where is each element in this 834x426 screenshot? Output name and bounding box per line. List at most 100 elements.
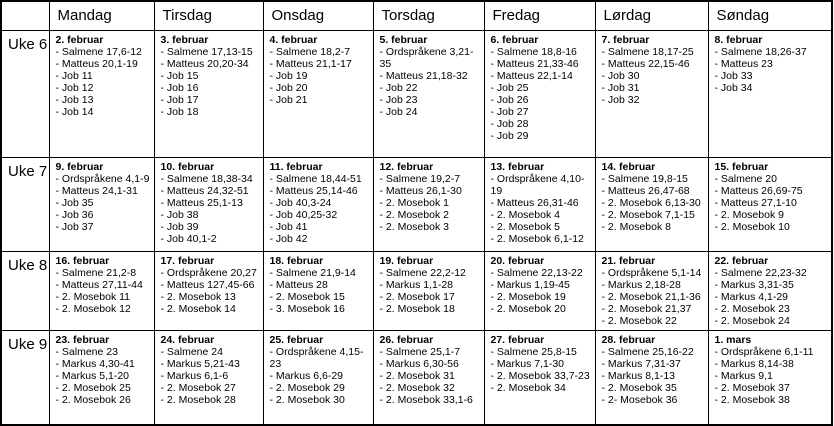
reading-item: - Job 35 — [55, 196, 94, 209]
reading-item: - Matteus 22,15-46 — [601, 57, 690, 70]
reading-item: - Markus 6,1-6 — [160, 369, 229, 382]
day-cell: 21. februar - Ordspråkene 5,1-14- Markus … — [594, 250, 709, 331]
day-cell: 28. februar - Salmene 25,16-22- Markus 7,… — [594, 329, 709, 426]
reading-item: - Ordspråkene 3,21-35 — [379, 45, 474, 70]
reading-item: - 2. Mosebok 21,37 — [601, 302, 692, 315]
day-cell: 6. februar - Salmene 18,8-16- Matteus 21,… — [483, 29, 596, 158]
reading-item: - 2. Mosebok 19 — [490, 290, 566, 303]
reading-item: - Matteus 20,1-19 — [55, 57, 138, 70]
reading-item: - Salmene 21,9-14 — [269, 266, 356, 279]
week-label: Uke 6 — [0, 29, 50, 158]
reading-item: - 2. Mosebok 11 — [55, 290, 131, 303]
reading-item: - Job 41 — [269, 220, 308, 233]
reading-item: - 2. Mosebok 6,13-30 — [601, 196, 701, 209]
reading-item: - Job 42 — [269, 232, 308, 245]
reading-item: - Job 25 — [490, 81, 529, 94]
reading-item: - 2. Mosebok 13 — [160, 290, 236, 303]
reading-item: - 2. Mosebok 20 — [490, 302, 566, 315]
reading-item: - Salmene 22,2-12 — [379, 266, 466, 279]
reading-item: - Salmene 18,2-7 — [269, 45, 351, 58]
day-cell: 19. februar - Salmene 22,2-12- Markus 1,1… — [372, 250, 485, 331]
day-header-lørdag: Lørdag — [594, 0, 709, 31]
day-cell: 26. februar - Salmene 25,1-7- Markus 6,30… — [372, 329, 485, 426]
day-header-onsdag: Onsdag — [262, 0, 374, 31]
reading-item: - Markus 3,31-35 — [714, 278, 794, 291]
reading-item: - Salmene 24 — [160, 345, 223, 358]
date-label: 28. februar — [601, 333, 656, 346]
reading-item: - 2. Mosebok 35 — [601, 381, 677, 394]
reading-item: - 2. Mosebok 7,1-15 — [601, 208, 695, 221]
reading-item: - 2. Mosebok 9 — [714, 208, 784, 221]
reading-item: - Job 40,25-32 — [269, 208, 338, 221]
reading-item: - Job 14 — [55, 105, 94, 118]
reading-item: - 2. Mosebok 33,1-6 — [379, 393, 473, 406]
date-label: 18. februar — [269, 254, 324, 267]
plan-body: Uke 6 2. februar - Salmene 17,6-12- Matteu… — [0, 29, 833, 426]
reading-item: - 2- Mosebok 36 — [601, 393, 678, 406]
reading-item: - Job 40,3-24 — [269, 196, 332, 209]
reading-item: - Ordspråkene 5,1-14 — [601, 266, 702, 279]
day-header-tirsdag: Tirsdag — [153, 0, 264, 31]
day-cell: 3. februar - Salmene 17,13-15- Matteus 20… — [153, 29, 264, 158]
reading-item: - Ordspråkene 4,15-23 — [269, 345, 364, 370]
day-cell: 18. februar - Salmene 21,9-14- Matteus 28… — [262, 250, 374, 331]
reading-item: - 2. Mosebok 22 — [601, 314, 677, 327]
day-cell: 15. februar - Salmene 20- Matteus 26,69-7… — [707, 156, 833, 252]
day-cell: 1. mars - Ordspråkene 6,1-11- Markus 8,14… — [707, 329, 833, 426]
reading-item: - 2. Mosebok 5 — [490, 220, 560, 233]
reading-item: - Job 13 — [55, 93, 94, 106]
reading-item: - Job 16 — [160, 81, 199, 94]
reading-item: - Salmene 25,16-22 — [601, 345, 694, 358]
reading-item: - Job 37 — [55, 220, 94, 233]
reading-item: - Matteus 127,45-66 — [160, 278, 255, 291]
reading-item: - Matteus 26,31-46 — [490, 196, 579, 209]
reading-item: - 2. Mosebok 4 — [490, 208, 560, 221]
reading-item: - 2. Mosebok 1 — [379, 196, 449, 209]
reading-item: - Job 26 — [490, 93, 529, 106]
week-row: Uke 8 16. februar - Salmene 21,2-8- Matteu… — [0, 250, 833, 331]
date-label: 14. februar — [601, 160, 656, 173]
reading-item: - 2. Mosebok 24 — [714, 314, 790, 327]
day-cell: 10. februar - Salmene 18,38-34- Matteus 2… — [153, 156, 264, 252]
reading-item: - Matteus 20,20-34 — [160, 57, 249, 70]
reading-item: - 2. Mosebok 18 — [379, 302, 455, 315]
reading-item: - Matteus 26,69-75 — [714, 184, 803, 197]
day-cell: 4. februar - Salmene 18,2-7- Matteus 21,1… — [262, 29, 374, 158]
date-label: 9. februar — [55, 160, 104, 173]
reading-item: - Salmene 22,13-22 — [490, 266, 583, 279]
reading-item: - Salmene 18,26-37 — [714, 45, 807, 58]
reading-item: - Matteus 24,1-31 — [55, 184, 138, 197]
reading-item: - Matteus 27,11-44 — [55, 278, 143, 291]
reading-item: - 2. Mosebok 38 — [714, 393, 790, 406]
date-label: 27. februar — [490, 333, 545, 346]
reading-item: - Markus 7,31-37 — [601, 357, 681, 370]
reading-item: - Salmene 25,8-15 — [490, 345, 577, 358]
reading-item: - Salmene 20 — [714, 172, 777, 185]
reading-item: - Markus 2,18-28 — [601, 278, 681, 291]
reading-item: - 2. Mosebok 32 — [379, 381, 455, 394]
reading-item: - Job 38 — [160, 208, 199, 221]
reading-item: - Matteus 26,47-68 — [601, 184, 690, 197]
day-cell: 23. februar - Salmene 23- Markus 4,30-41-… — [48, 329, 155, 426]
date-label: 15. februar — [714, 160, 769, 173]
reading-item: - Markus 4,1-29 — [714, 290, 789, 303]
date-label: 24. februar — [160, 333, 215, 346]
reading-item: - Job 30 — [601, 69, 640, 82]
reading-item: - 2. Mosebok 3 — [379, 220, 449, 233]
reading-item: - Job 17 — [160, 93, 199, 106]
reading-item: - Job 11 — [55, 69, 93, 82]
reading-item: - Ordspråkene 6,1-11 — [714, 345, 814, 358]
reading-item: - Job 23 — [379, 93, 418, 106]
header-row: Mandag Tirsdag Onsdag Torsdag Fredag Lørdag Sø… — [0, 0, 833, 31]
reading-item: - Job 27 — [490, 105, 529, 118]
reading-item: - Matteus 21,33-46 — [490, 57, 579, 70]
day-header-fredag: Fredag — [483, 0, 596, 31]
reading-item: - 2. Mosebok 34 — [490, 381, 566, 394]
reading-item: - 2. Mosebok 27 — [160, 381, 236, 394]
corner-cell — [0, 0, 50, 31]
day-cell: 8. februar - Salmene 18,26-37- Matteus 23… — [707, 29, 833, 158]
reading-item: - 2. Mosebok 14 — [160, 302, 236, 315]
reading-item: - Matteus 22,1-14 — [490, 69, 573, 82]
